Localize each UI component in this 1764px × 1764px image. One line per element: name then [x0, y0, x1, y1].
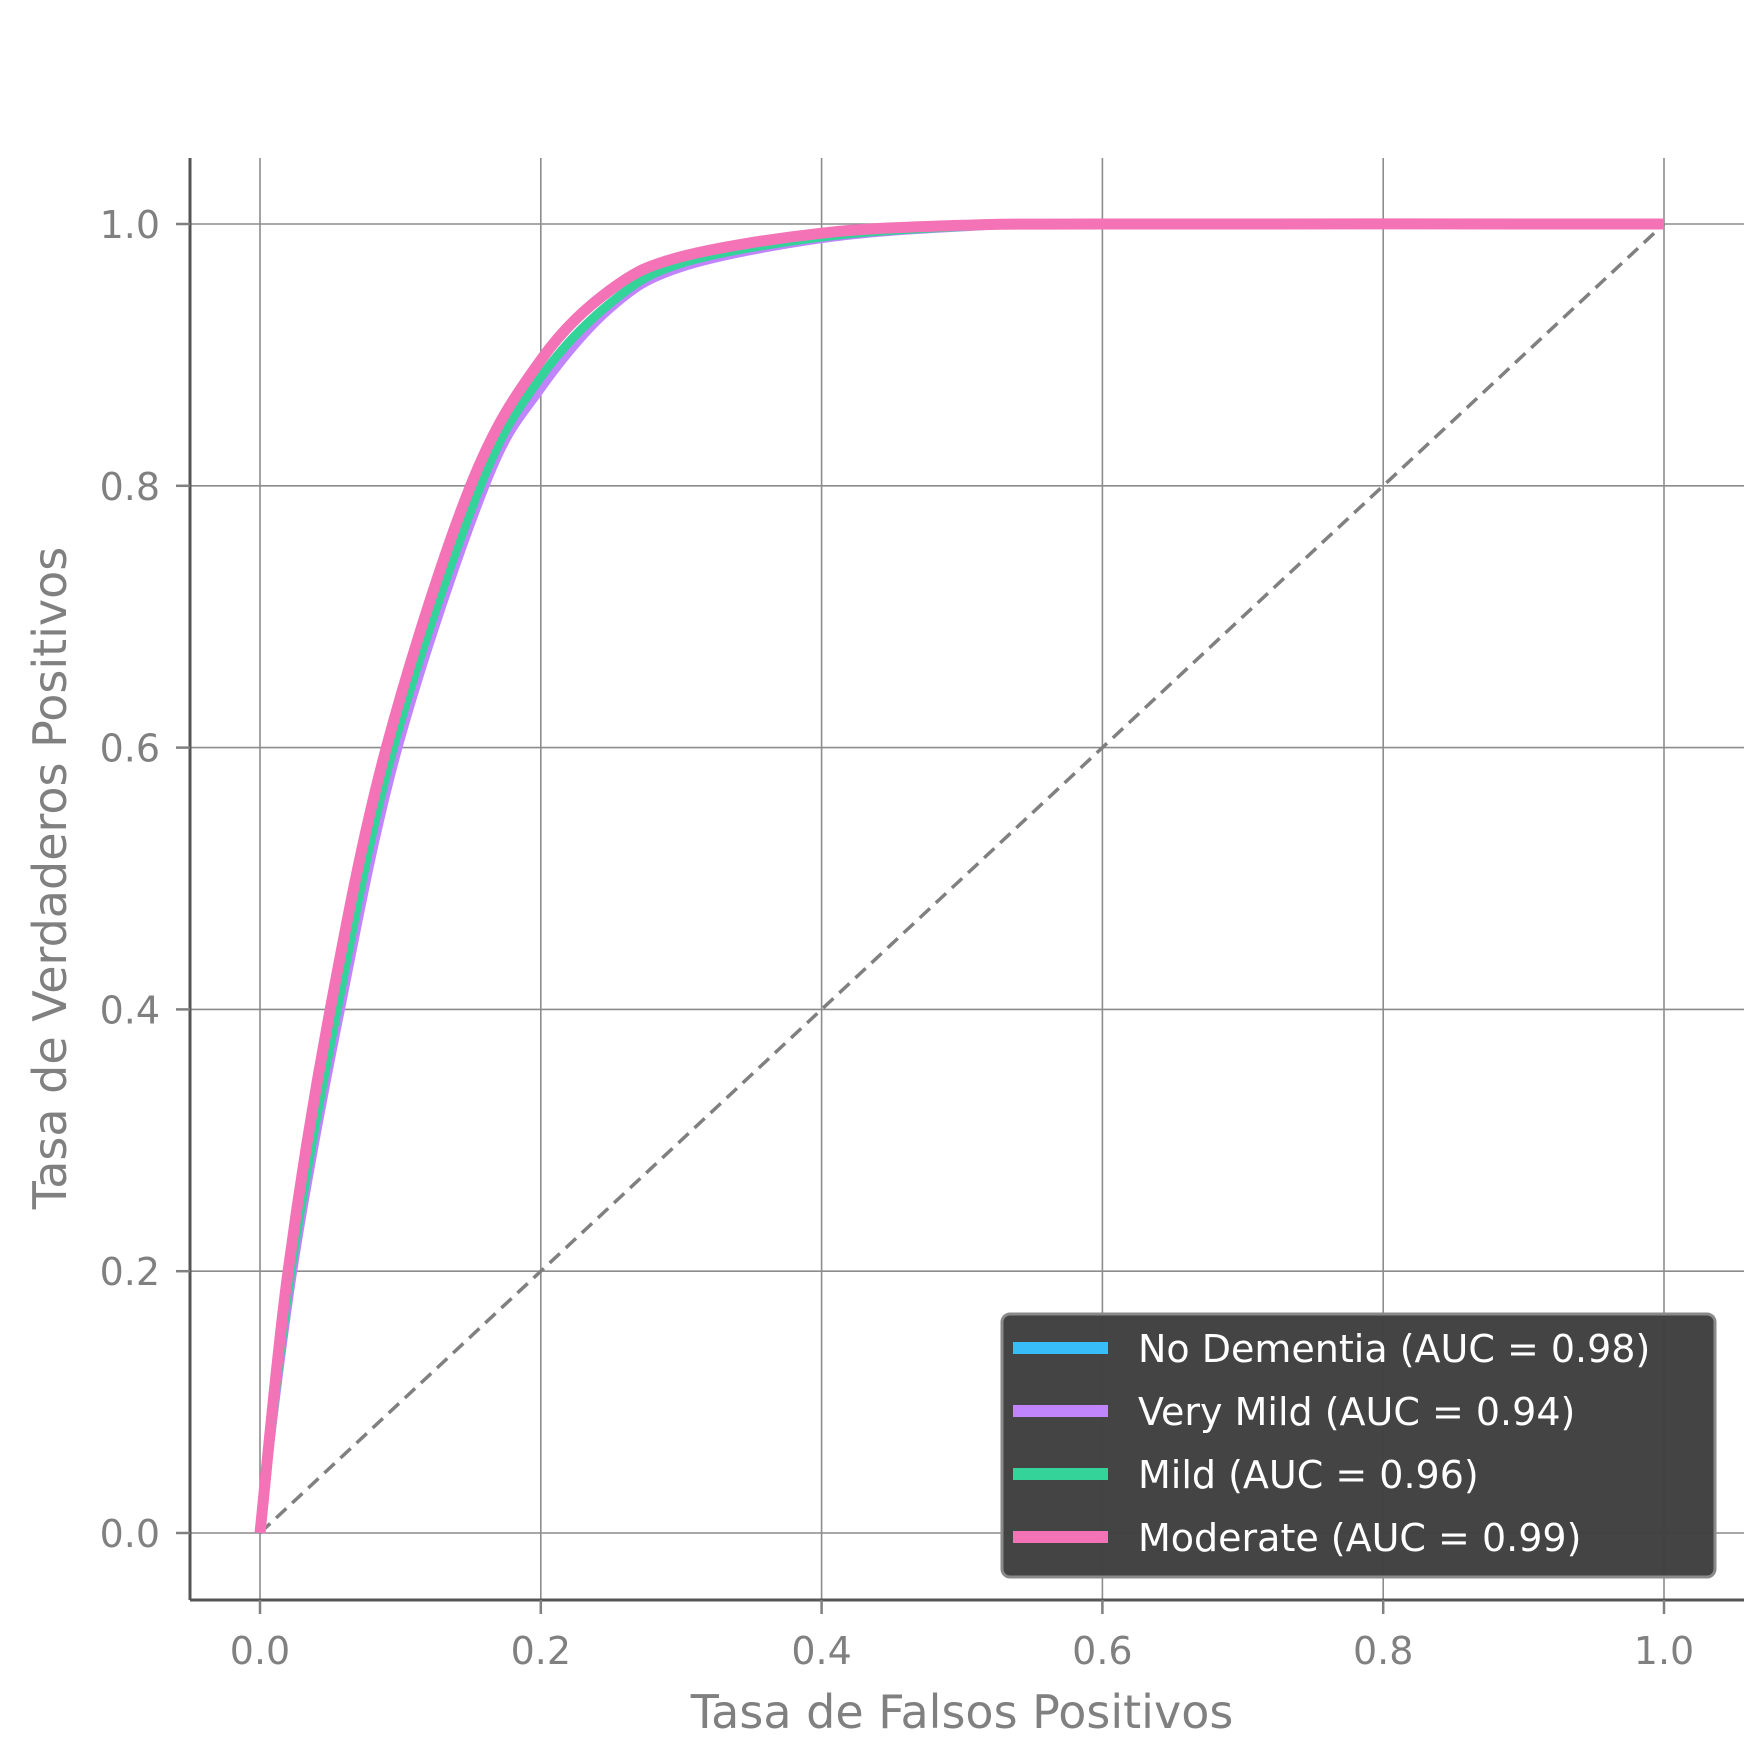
legend-label: Very Mild (AUC = 0.94) [1138, 1390, 1575, 1434]
legend-item-mild: Mild (AUC = 0.96) [1013, 1453, 1479, 1497]
legend-swatch [1013, 1342, 1108, 1354]
legend-item-very-mild: Very Mild (AUC = 0.94) [1013, 1390, 1575, 1434]
x-axis-ticks: 0.0 0.2 0.4 0.6 0.8 1.0 [230, 1600, 1694, 1673]
x-axis-label: Tasa de Falsos Positivos [690, 1685, 1234, 1739]
legend-box [1000, 1312, 1717, 1579]
legend: No Dementia (AUC = 0.98) Very Mild (AUC =… [1000, 1312, 1717, 1579]
x-tick-label: 0.4 [791, 1629, 851, 1673]
x-tick-label: 0.0 [230, 1629, 290, 1673]
legend-swatch [1013, 1531, 1108, 1543]
y-tick-label: 0.4 [100, 988, 160, 1032]
x-tick-label: 0.2 [511, 1629, 571, 1673]
chance-line [258, 222, 1666, 1535]
legend-label: Mild (AUC = 0.96) [1138, 1453, 1479, 1497]
y-tick-label: 0.0 [100, 1512, 160, 1556]
reference-diagonal-line [258, 222, 1666, 1535]
legend-item-moderate: Moderate (AUC = 0.99) [1013, 1516, 1581, 1560]
roc-curves [254, 218, 1665, 1534]
legend-item-no-dementia: No Dementia (AUC = 0.98) [1013, 1327, 1650, 1371]
x-tick-label: 0.8 [1353, 1629, 1413, 1673]
y-tick-label: 0.6 [100, 727, 160, 771]
x-tick-label: 0.6 [1072, 1629, 1132, 1673]
grid-lines [190, 158, 1744, 1600]
y-tick-label: 1.0 [100, 203, 160, 247]
y-tick-label: 0.2 [100, 1250, 160, 1294]
y-axis-label: Tasa de Verdaderos Positivos [23, 547, 77, 1211]
legend-swatch [1013, 1405, 1108, 1417]
x-tick-label: 1.0 [1634, 1629, 1694, 1673]
y-axis-ticks: 0.0 0.2 0.4 0.6 0.8 1.0 [100, 203, 190, 1556]
legend-label: No Dementia (AUC = 0.98) [1138, 1327, 1650, 1371]
roc-curve-moderate [254, 218, 1665, 1534]
y-tick-label: 0.8 [100, 465, 160, 509]
legend-swatch [1013, 1468, 1108, 1480]
legend-label: Moderate (AUC = 0.99) [1138, 1516, 1581, 1560]
